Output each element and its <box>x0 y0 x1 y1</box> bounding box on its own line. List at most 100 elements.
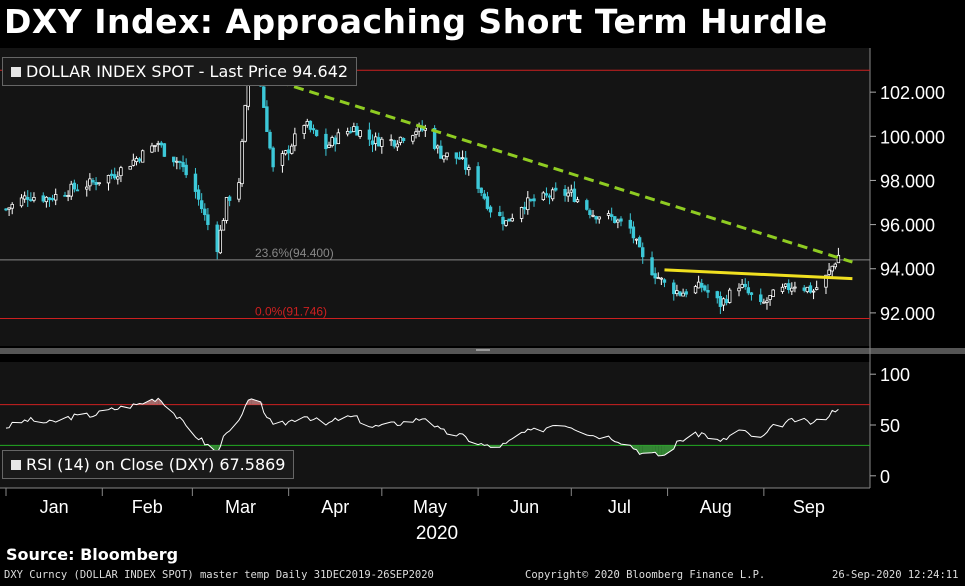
candle-body <box>380 138 384 147</box>
candle-body <box>662 279 667 283</box>
candle-body <box>392 140 396 147</box>
candles <box>4 71 841 315</box>
candle-body <box>824 274 828 288</box>
candle-body <box>675 290 679 295</box>
candle-body <box>637 237 642 248</box>
candle-body <box>541 192 546 200</box>
candle-body <box>619 218 623 222</box>
rsi-oversold-fill <box>658 445 662 456</box>
candle-body <box>634 238 639 241</box>
candle-body <box>327 144 331 148</box>
candle-body <box>641 247 645 258</box>
rsi-overbought-fill <box>155 398 159 405</box>
rsi-oversold-fill <box>639 445 643 455</box>
candle-body <box>814 287 819 290</box>
candle-body <box>445 152 449 157</box>
candle-body <box>749 292 754 295</box>
candle-body <box>196 189 201 200</box>
candle-body <box>597 216 601 220</box>
candle-body <box>606 213 611 216</box>
candle-body <box>367 129 372 140</box>
candle-body <box>696 281 701 289</box>
candle-body <box>150 145 154 153</box>
rsi-overbought-fill <box>158 398 162 405</box>
candle-body <box>286 149 291 154</box>
candle-body <box>336 132 341 145</box>
candle-body <box>333 137 337 145</box>
candle-body <box>26 196 30 200</box>
candle-body <box>221 220 226 231</box>
candle-body <box>193 173 198 192</box>
rsi-legend-label: RSI (14) on Close (DXY) 67.5869 <box>26 455 286 474</box>
candle-body <box>504 220 508 226</box>
rsi-tick-label: 0 <box>880 467 890 487</box>
rsi-oversold-fill <box>655 445 659 456</box>
candle-body <box>131 159 136 166</box>
candle-body <box>724 298 729 304</box>
candle-body <box>771 289 775 297</box>
candle-body <box>526 197 530 211</box>
candle-body <box>659 277 664 280</box>
candle-body <box>265 106 269 132</box>
rsi-oversold-fill <box>652 445 656 453</box>
x-tick-label: Jan <box>40 497 69 517</box>
candle-body <box>678 291 682 296</box>
candle-body <box>224 197 229 221</box>
candle-body <box>693 286 698 294</box>
candle-body <box>311 128 316 131</box>
x-tick-label: Apr <box>321 497 349 517</box>
candle-body <box>563 188 567 196</box>
candle-body <box>377 137 381 147</box>
rsi-oversold-fill <box>636 445 640 455</box>
candle-body <box>436 145 440 149</box>
candle-body <box>44 196 49 203</box>
candle-body <box>330 137 334 147</box>
price-panel-bg <box>0 48 870 346</box>
x-tick-label: Feb <box>132 497 163 517</box>
candle-body <box>119 167 123 177</box>
candle-body <box>352 126 356 132</box>
candle-body <box>91 180 95 183</box>
candle-body <box>75 189 80 192</box>
candle-body <box>22 195 27 200</box>
candle-body <box>41 195 45 202</box>
candle-body <box>519 207 524 219</box>
candle-body <box>653 273 657 279</box>
candle-body <box>94 182 98 185</box>
price-tick-label: 96.000 <box>880 216 935 236</box>
candle-body <box>479 187 483 194</box>
candle-body <box>439 145 443 159</box>
price-tick-label: 94.000 <box>880 260 935 280</box>
candle-body <box>681 292 685 297</box>
candle-body <box>181 162 185 168</box>
candle-body <box>476 166 480 189</box>
x-tick-label: Jul <box>608 497 631 517</box>
candle-body <box>457 157 462 160</box>
candle-body <box>153 144 157 147</box>
candle-body <box>672 282 676 295</box>
candle-body <box>609 214 614 217</box>
rsi-overbought-fill <box>251 398 261 405</box>
candle-body <box>29 199 33 202</box>
candle-body <box>740 283 744 288</box>
candle-body <box>134 158 139 163</box>
rsi-oversold-fill <box>661 445 665 456</box>
candle-body <box>550 189 555 200</box>
candle-body <box>271 147 275 168</box>
rsi-tick-label: 100 <box>880 365 910 385</box>
candle-body <box>762 301 766 304</box>
candle-body <box>759 294 763 302</box>
candle-body <box>293 133 297 147</box>
candle-body <box>656 277 660 279</box>
candle-body <box>510 217 514 222</box>
candle-body <box>162 143 167 157</box>
candle-body <box>268 131 272 149</box>
candle-body <box>650 257 654 276</box>
candle-body <box>308 120 313 130</box>
candle-body <box>69 183 73 197</box>
x-tick-label: Mar <box>225 497 256 517</box>
candle-body <box>401 138 406 141</box>
candle-body <box>827 269 831 275</box>
candle-body <box>684 291 688 295</box>
candle-body <box>398 136 403 143</box>
